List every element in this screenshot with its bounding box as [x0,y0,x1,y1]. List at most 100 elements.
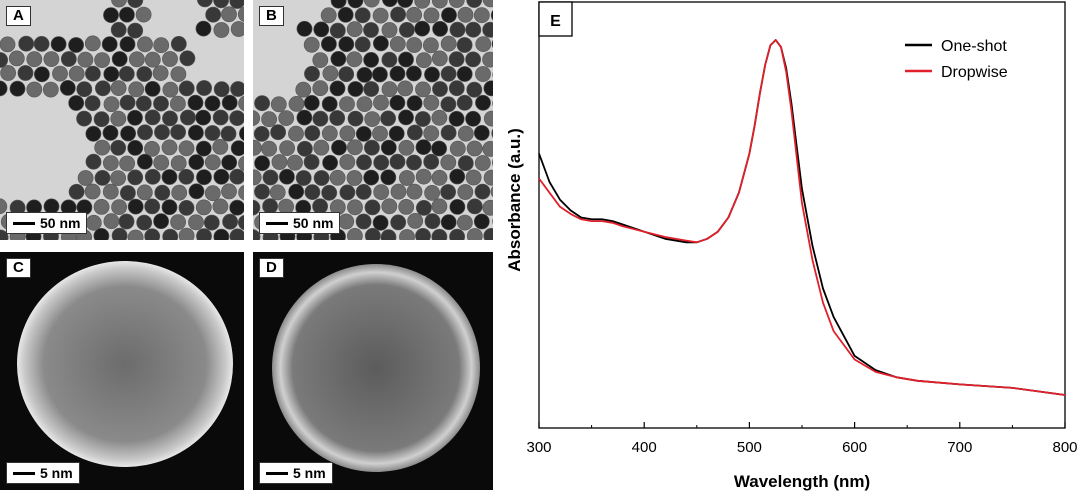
nanoparticle [321,36,336,51]
nanoparticle [34,36,49,51]
nanoparticle [467,199,482,214]
nanoparticle [213,110,228,125]
nanoparticle [313,53,328,68]
legend-label-dropwise: Dropwise [941,64,1008,81]
nanoparticle [357,97,372,112]
nanoparticle [356,155,371,170]
nanoparticle [162,140,177,155]
nanoparticle [9,51,24,66]
nanoparticle [432,141,447,156]
nanoparticle [391,184,406,199]
nanoparticle [221,184,236,199]
nanoparticle [255,96,270,111]
nanoparticle [104,214,119,229]
nanoparticle [179,81,194,96]
nanoparticle [449,81,464,96]
nanoparticle [425,214,440,229]
nanoparticle [271,97,286,112]
nanoparticle [441,215,456,230]
nanoparticle [407,37,422,52]
nanoparticle [372,67,387,82]
nanoparticle [390,36,405,51]
nanoparticle [424,126,439,141]
nanoparticle [120,156,135,171]
nanoparticle [457,66,472,81]
nanoparticle [205,186,220,201]
nanoparticle [365,112,380,127]
nanoparticle [304,95,319,110]
nanoparticle [112,200,127,215]
nanoparticle [365,200,380,215]
nanoparticle [103,8,118,23]
y-axis-label: Absorbance (a.u.) [505,128,524,272]
nanoparticle [305,185,320,200]
scale-bar-line-c [13,472,35,475]
legend: One-shot Dropwise [905,38,1008,81]
nanoparticle [355,8,370,23]
nanoparticle [467,82,482,97]
nanoparticle [373,215,388,230]
nanoparticle [205,125,220,140]
nanoparticle [441,97,456,112]
nanoparticle [271,125,286,140]
nanoparticle [390,154,405,169]
nanoparticle [196,200,211,215]
nanoparticle [297,21,312,36]
tem-image-a [0,0,244,240]
nanoparticle [69,37,84,52]
nanoparticle [162,51,177,66]
nanoparticle [18,65,33,80]
nanoparticle [458,184,473,199]
nanoparticle [381,140,396,155]
stem-panel-d: D 5 nm [253,252,493,490]
nanoparticle [254,184,269,199]
nanoparticle [449,52,464,67]
nanoparticle [475,155,490,170]
nanoparticle [137,66,152,81]
nanoparticle [313,111,328,126]
nanoparticle [95,53,110,68]
stem-panel-c: C 5 nm [0,252,244,490]
nanoparticle [475,66,490,81]
nanoparticle [119,7,134,22]
nanoparticle [408,213,423,228]
nanoparticle [441,184,456,199]
nanoparticle [120,37,135,52]
scale-bar-d: 5 nm [259,462,333,484]
nanoparticle [450,169,465,184]
nanoparticle [340,154,355,169]
nanoparticle [389,126,404,141]
nanoparticle [432,51,447,66]
nanoparticle [137,215,152,230]
nanoparticle [154,125,169,140]
nanoparticle [214,22,229,37]
nanoparticle [348,81,363,96]
nanoparticle [111,111,126,126]
nanoparticle [180,51,195,66]
nanoparticle [423,38,438,53]
nanoparticle [129,82,144,97]
nanoparticle [348,111,363,126]
nanoparticle [77,111,92,126]
nanoparticle [153,66,168,81]
nanoparticle [213,199,228,214]
nanoparticle [180,110,195,125]
nanoparticle [347,200,362,215]
nanoparticle [407,184,422,199]
nanoparticle [424,8,439,23]
nanoparticle [441,8,456,23]
nanoparticle [221,126,236,141]
nanoparticle [85,36,100,51]
panel-label-d: D [259,258,284,278]
nanoparticle [230,169,244,184]
nanoparticle [27,82,42,97]
nanoparticle [365,228,380,240]
nanoparticle [155,185,170,200]
nanoparticle [69,184,84,199]
nanoparticle [69,66,84,81]
nanoparticle [137,37,152,52]
scale-bar-c: 5 nm [6,462,80,484]
nanoparticle [43,82,58,97]
